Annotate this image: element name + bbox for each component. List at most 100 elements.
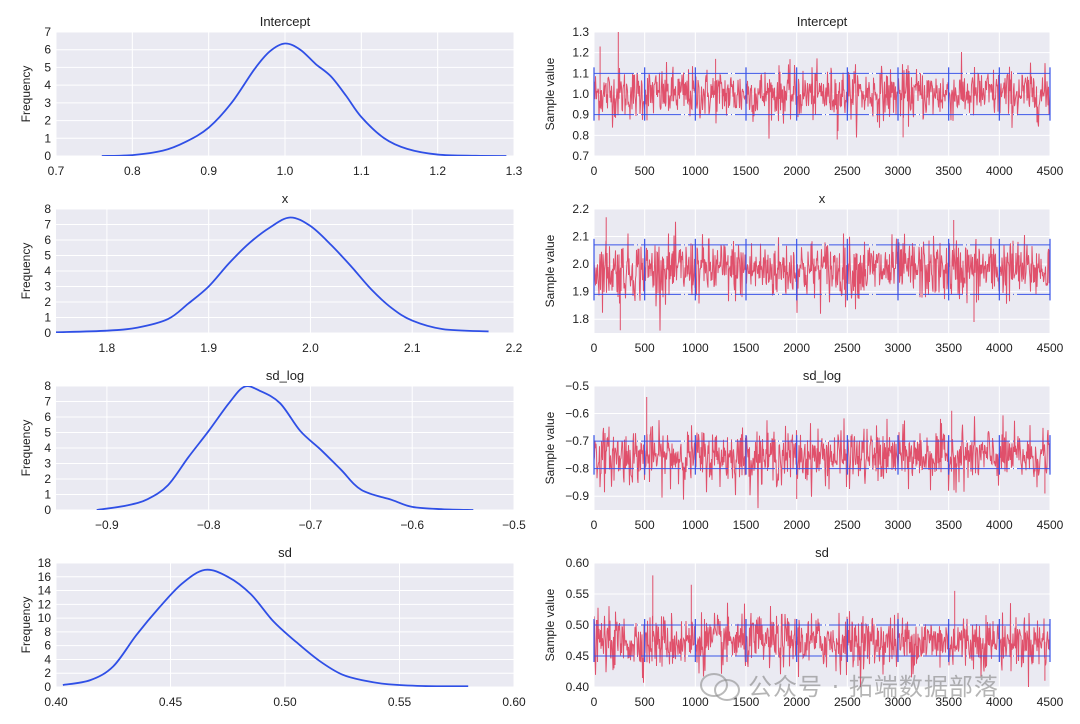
ytick-label: 0.50 (566, 618, 590, 632)
xtick-label: 4500 (1037, 164, 1064, 178)
trace-line (594, 32, 1050, 140)
xtick-label: 2000 (783, 341, 810, 355)
ytick-label: 6 (44, 43, 51, 57)
xtick-label: 3500 (935, 518, 962, 532)
ytick-label: −0.9 (565, 489, 589, 503)
ytick-label: 0.7 (572, 149, 589, 163)
ytick-label: 3 (44, 280, 51, 294)
ytick-label: 4 (44, 78, 51, 92)
xtick-label: 3500 (935, 341, 962, 355)
xtick-label: 1.0 (277, 164, 294, 178)
xtick-label: 500 (635, 518, 655, 532)
xtick-label: 1.9 (200, 341, 217, 355)
xtick-label: 0.40 (44, 695, 68, 709)
ytick-label: 0.9 (572, 108, 589, 122)
xtick-label: 0 (591, 164, 598, 178)
xtick-label: 3000 (885, 341, 912, 355)
xtick-label: 4000 (986, 341, 1013, 355)
ytick-label: 3 (44, 457, 51, 471)
ytick-label: 18 (38, 556, 52, 570)
ytick-label: 0.40 (566, 680, 590, 694)
xtick-label: 1500 (733, 164, 760, 178)
y-axis-label: Sample value (543, 588, 557, 661)
ytick-label: −0.7 (565, 434, 589, 448)
ytick-label: 1.8 (572, 312, 589, 326)
ytick-label: 14 (38, 584, 52, 598)
wechat-icon (700, 669, 740, 701)
xtick-label: 1500 (733, 695, 760, 709)
xtick-label: 1.2 (429, 164, 446, 178)
ytick-label: 1.9 (572, 285, 589, 299)
ytick-label: 4 (44, 652, 51, 666)
y-axis-label: Frequency (19, 597, 33, 654)
xtick-label: 2000 (783, 164, 810, 178)
xtick-label: 0.9 (200, 164, 217, 178)
ytick-label: 0.45 (566, 649, 590, 663)
ytick-label: 1.1 (572, 66, 589, 80)
xtick-label: 0 (591, 518, 598, 532)
subplot-density-0: 0 1 2 3 4 5 6 7 0.7 0.8 0.9 1.0 1.1 1.2 1.3 Intercept Fr… (19, 14, 523, 178)
ytick-label: 1.3 (572, 25, 589, 39)
ytick-label: 5 (44, 249, 51, 263)
subplot-title: sd_log (803, 368, 841, 383)
xtick-label: 1000 (682, 164, 709, 178)
xtick-label: 1.8 (99, 341, 116, 355)
ytick-label: 4 (44, 441, 51, 455)
xtick-label: 3000 (885, 164, 912, 178)
ytick-label: −0.6 (565, 407, 589, 421)
ytick-label: 1 (44, 311, 51, 325)
xtick-label: 0.45 (159, 695, 183, 709)
ytick-label: 8 (44, 379, 51, 393)
xtick-label: 2.2 (506, 341, 523, 355)
subplot-title: Intercept (260, 14, 311, 29)
xtick-label: 1000 (682, 518, 709, 532)
xtick-label: 0.50 (273, 695, 297, 709)
ytick-label: 2 (44, 472, 51, 486)
subplot-density-4: 01 23 45 67 8 −0.9 −0.8 −0.7 −0.6 −0.5 sd_log Frequ… (19, 368, 526, 532)
xtick-label: −0.6 (400, 518, 424, 532)
ytick-label: 12 (38, 597, 52, 611)
y-axis-label: Frequency (19, 243, 33, 300)
density-curve (96, 386, 474, 510)
y-axis-label: Sample value (543, 234, 557, 307)
ytick-label: 4 (44, 264, 51, 278)
xtick-label: 3500 (935, 695, 962, 709)
ytick-label: 1.0 (572, 87, 589, 101)
xtick-label: 1000 (682, 341, 709, 355)
subplot-title: x (282, 191, 289, 206)
ytick-label: 8 (44, 625, 51, 639)
ytick-label: 1 (44, 488, 51, 502)
xtick-label: 4000 (986, 518, 1013, 532)
ytick-label: 10 (38, 611, 52, 625)
watermark-text: 公众号 · 拓端数据部落 (748, 672, 999, 701)
y-axis-label: Sample value (543, 57, 557, 130)
y-axis-label: Sample value (543, 411, 557, 484)
subplot-trace-7: 0.40 0.45 0.50 0.55 0.60 0 500 1000 1500 2000 2500… (543, 545, 1064, 709)
ytick-label: −0.8 (565, 462, 589, 476)
xtick-label: 4000 (986, 164, 1013, 178)
xtick-label: 2.0 (302, 341, 319, 355)
xtick-label: 4500 (1037, 695, 1064, 709)
subplot-title: sd (278, 545, 292, 560)
xtick-label: 4000 (986, 695, 1013, 709)
ytick-label: 0 (44, 503, 51, 517)
xtick-label: 2000 (783, 518, 810, 532)
ytick-label: 1 (44, 131, 51, 145)
xtick-label: 4500 (1037, 518, 1064, 532)
xtick-label: 2000 (783, 695, 810, 709)
ytick-label: 2 (44, 295, 51, 309)
xtick-label: 3000 (885, 518, 912, 532)
ytick-label: 0.55 (566, 587, 590, 601)
ytick-label: 6 (44, 410, 51, 424)
xtick-label: 2500 (834, 518, 861, 532)
xtick-label: −0.5 (502, 518, 526, 532)
xtick-label: 2500 (834, 341, 861, 355)
subplot-title: sd (815, 545, 829, 560)
xtick-label: 2500 (834, 695, 861, 709)
xtick-label: 0.8 (124, 164, 141, 178)
ytick-label: 6 (44, 233, 51, 247)
ytick-label: 7 (44, 25, 51, 39)
density-curve (101, 42, 507, 156)
xtick-label: 500 (635, 164, 655, 178)
